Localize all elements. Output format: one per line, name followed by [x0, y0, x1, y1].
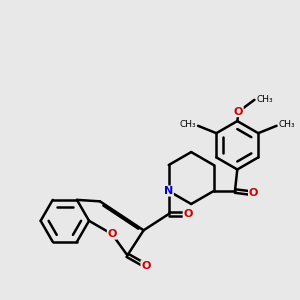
Text: N: N: [164, 186, 173, 196]
Text: CH₃: CH₃: [279, 120, 296, 129]
Text: O: O: [234, 106, 243, 117]
Text: O: O: [107, 229, 117, 239]
Text: O: O: [141, 261, 150, 271]
Text: CH₃: CH₃: [179, 120, 196, 129]
Text: CH₃: CH₃: [257, 95, 273, 104]
Text: O: O: [249, 188, 258, 198]
Text: O: O: [183, 209, 193, 219]
